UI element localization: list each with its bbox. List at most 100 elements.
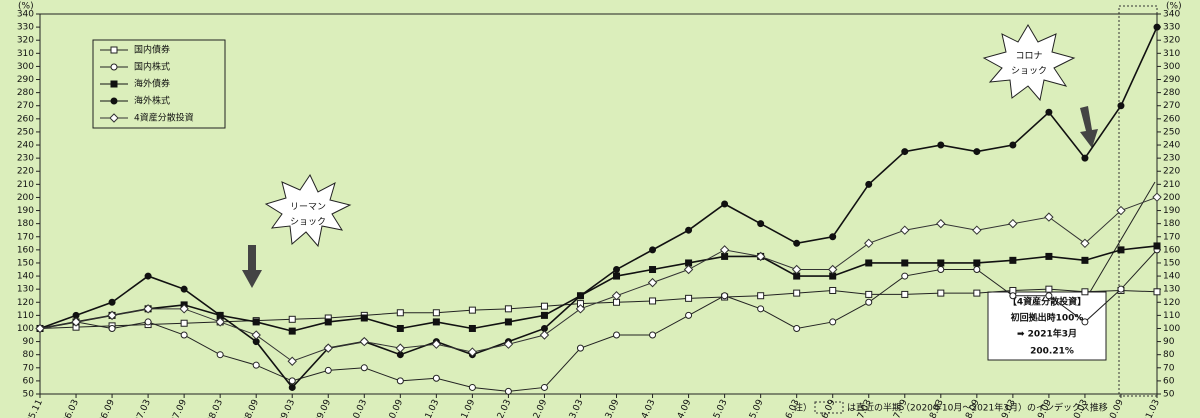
point: [396, 309, 404, 317]
y-tick-label: 270: [17, 101, 34, 111]
point: [1009, 292, 1017, 300]
point: [613, 272, 621, 280]
point: [1009, 141, 1017, 149]
point: [973, 259, 981, 267]
y-tick-label: 160: [17, 245, 34, 255]
point: [1045, 108, 1053, 116]
y-tick-label: 300: [1163, 62, 1180, 72]
y-tick-label: 170: [17, 232, 34, 242]
point: [432, 309, 440, 317]
annotation: 200.21%: [1030, 347, 1074, 357]
point: [865, 298, 873, 306]
point: [828, 264, 838, 275]
y-tick-label: 150: [1163, 258, 1180, 268]
y-tick-label: 130: [1163, 285, 1180, 295]
point: [1153, 242, 1161, 250]
legend-marker: [110, 63, 118, 71]
y-tick-label: 240: [1163, 141, 1180, 151]
y-tick-label: 210: [1163, 180, 1180, 190]
y-tick-label: 190: [17, 206, 34, 216]
y-tick-label: 50: [1163, 390, 1175, 400]
legend-label: 海外債券: [134, 78, 170, 90]
y-tick-label: 100: [17, 324, 34, 334]
point: [1081, 154, 1089, 162]
point: [865, 290, 873, 298]
series: [36, 246, 1161, 395]
point: [324, 318, 332, 326]
y-tick-label: 160: [1163, 245, 1180, 255]
point: [937, 259, 945, 267]
point: [107, 310, 117, 321]
point: [901, 259, 909, 267]
point: [757, 220, 765, 228]
line: [39, 288, 1158, 329]
point: [683, 264, 694, 275]
annotation: ショック: [1011, 66, 1047, 77]
point: [685, 311, 693, 319]
point: [252, 361, 260, 369]
point: [791, 264, 802, 275]
point: [35, 323, 45, 334]
y-axis-label: (%): [18, 2, 34, 12]
y-tick-label: 120: [1163, 298, 1180, 308]
point: [937, 266, 945, 274]
point: [1008, 218, 1018, 229]
point: [829, 286, 837, 294]
point: [179, 304, 189, 314]
point: [252, 318, 260, 326]
line: [39, 196, 1158, 362]
point: [432, 318, 440, 326]
point: [216, 351, 224, 359]
y-tick-label: 140: [17, 272, 34, 282]
starburst: [264, 173, 352, 248]
y-tick-label: 280: [1163, 88, 1180, 98]
point: [1044, 212, 1054, 222]
y-tick-label: 100: [1163, 324, 1180, 334]
point: [1117, 102, 1125, 110]
y-tick-label: 210: [17, 180, 34, 190]
point: [144, 318, 152, 326]
y-tick-label: 330: [17, 23, 34, 33]
arrow: [242, 245, 262, 288]
point: [611, 291, 622, 301]
point: [144, 272, 152, 280]
legend-label: 国内株式: [134, 61, 170, 73]
point: [937, 141, 945, 149]
y-tick-label: 120: [17, 298, 34, 308]
point: [613, 266, 621, 274]
line: [39, 26, 1158, 389]
y-tick-label: 320: [1163, 36, 1180, 46]
y-tick-label: 270: [1163, 101, 1180, 111]
point: [396, 324, 404, 332]
point: [324, 366, 332, 374]
y-tick-label: 80: [23, 350, 35, 360]
point: [1009, 256, 1017, 264]
point: [503, 339, 514, 349]
legend-marker: [109, 113, 119, 123]
y-tick-label: 180: [17, 219, 34, 229]
y-tick-label: 220: [17, 167, 34, 177]
point: [540, 383, 548, 391]
point: [540, 311, 548, 319]
point: [575, 304, 586, 314]
point: [901, 272, 909, 280]
point: [432, 374, 440, 382]
y-tick-label: 230: [1163, 154, 1180, 164]
y-tick-label: 130: [17, 285, 34, 295]
y-tick-label: 110: [17, 311, 34, 321]
y-tick-label: 330: [1163, 23, 1180, 33]
point: [793, 289, 801, 297]
point: [360, 364, 368, 372]
point: [395, 343, 406, 353]
legend-marker: [110, 97, 118, 105]
point: [1152, 192, 1162, 202]
point: [936, 218, 946, 229]
point: [901, 148, 909, 156]
point: [973, 266, 981, 274]
point: [576, 344, 584, 352]
y-tick-label: 70: [1163, 363, 1175, 373]
y-tick-label: 250: [17, 127, 34, 137]
annotation: 【4資産分散投資】: [1008, 296, 1086, 308]
point: [685, 226, 693, 234]
y-tick-label: 320: [17, 36, 34, 46]
